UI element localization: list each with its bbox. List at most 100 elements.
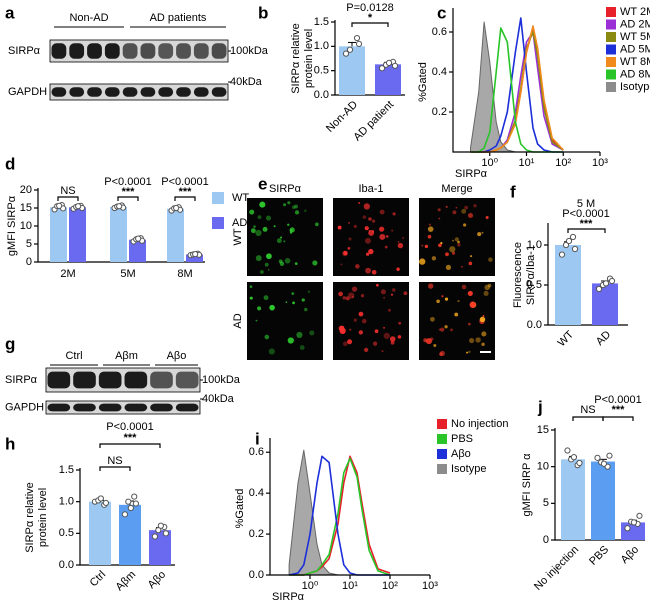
y-tick-label: 0.0	[527, 319, 542, 331]
legend-swatch	[606, 7, 616, 17]
legend-swatch	[606, 69, 616, 80]
cell	[439, 352, 443, 357]
bar	[339, 46, 365, 95]
y-tick-label: 0.5	[59, 527, 74, 539]
cell	[364, 237, 371, 244]
data-point	[594, 454, 601, 461]
cell	[289, 231, 293, 234]
legend-label: AD	[232, 217, 247, 229]
y-tick-label: 0.5	[314, 65, 329, 77]
row-label: WT	[232, 228, 244, 245]
cell	[372, 341, 378, 346]
data-point	[378, 65, 386, 72]
x-tick-label: 10¹	[342, 580, 358, 592]
cell	[284, 257, 291, 264]
cell	[253, 225, 256, 228]
cell	[262, 226, 268, 232]
legend-swatch	[437, 434, 447, 444]
x-tick-label: 8M	[177, 268, 192, 280]
x-tick-label: Aβo	[619, 544, 641, 566]
cell	[438, 328, 442, 331]
cell	[441, 295, 444, 298]
x-tick-label: 10⁰	[481, 157, 498, 169]
cell	[467, 212, 474, 219]
legend-label: PBS	[451, 433, 473, 445]
x-axis-label: SIRPα	[272, 591, 305, 602]
blot-row-label: SIRPα	[8, 45, 41, 57]
cell	[402, 237, 405, 239]
data-point	[155, 527, 162, 534]
y-tick-label: 0.5	[527, 279, 542, 291]
column-label: SIRPα	[269, 183, 302, 195]
bar	[69, 207, 86, 262]
legend-label: AD 2M	[620, 18, 650, 30]
significance-stars: ***	[179, 186, 193, 198]
blot-band	[140, 43, 156, 59]
row-label: AD	[232, 313, 244, 328]
data-point	[125, 498, 132, 505]
blot-band	[124, 403, 148, 412]
cell	[473, 204, 477, 208]
cell	[348, 222, 350, 224]
data-point	[355, 40, 363, 48]
cell	[438, 243, 442, 248]
bracket	[567, 228, 606, 233]
cell	[255, 229, 262, 237]
cell	[424, 244, 429, 249]
y-axis-label: protein level	[37, 488, 49, 547]
bracket	[572, 416, 604, 421]
bar	[167, 208, 184, 262]
significance-stars: ***	[122, 186, 136, 198]
blot-strip	[45, 367, 201, 393]
bracket	[117, 196, 139, 201]
data-point	[127, 504, 134, 512]
cell	[454, 312, 459, 317]
cell	[249, 296, 253, 300]
y-tick-label: 0	[543, 534, 549, 546]
data-point	[97, 495, 104, 502]
legend-label: WT 2M	[620, 6, 650, 18]
cell	[285, 301, 288, 303]
lane-group-label: Aβm	[115, 350, 138, 362]
cell	[445, 252, 449, 257]
blot-band	[158, 87, 174, 97]
cell	[289, 227, 295, 233]
cell	[345, 296, 350, 301]
cell	[292, 301, 295, 305]
legend-swatch	[437, 419, 447, 429]
cell	[307, 290, 310, 293]
cell	[347, 339, 353, 345]
cell	[383, 332, 390, 339]
bar	[591, 461, 615, 540]
blot-band	[98, 403, 122, 412]
cell	[469, 301, 476, 308]
significance-stars: ***	[124, 432, 138, 444]
cell	[390, 293, 394, 296]
bar	[186, 254, 203, 262]
cell	[428, 223, 431, 226]
cell	[387, 308, 391, 312]
cell	[397, 335, 402, 339]
cell	[343, 250, 348, 256]
legend-swatch	[606, 44, 616, 55]
x-tick-label: PBS	[587, 544, 611, 568]
cell	[259, 201, 266, 208]
panel-letter: h	[5, 434, 15, 453]
cell	[264, 262, 269, 267]
axes	[269, 438, 430, 576]
y-tick-label: 0.0	[59, 559, 74, 571]
panel-letter: d	[5, 154, 15, 173]
cell	[461, 265, 463, 268]
cell	[488, 257, 493, 262]
data-point	[571, 245, 579, 253]
cell	[249, 285, 253, 289]
cell	[481, 331, 487, 337]
cell	[280, 236, 283, 239]
x-tick-label: WT	[556, 328, 577, 349]
cell	[403, 291, 408, 296]
cell	[361, 318, 367, 324]
cell	[353, 318, 357, 322]
cell	[304, 307, 308, 312]
blot-band	[73, 371, 96, 389]
x-tick-label: 10⁰	[302, 580, 319, 592]
